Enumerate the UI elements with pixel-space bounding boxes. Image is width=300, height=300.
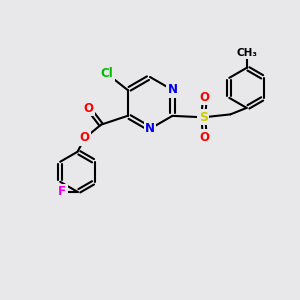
Text: F: F (58, 185, 66, 198)
Text: O: O (200, 91, 210, 104)
Text: O: O (84, 102, 94, 115)
Text: O: O (200, 131, 210, 144)
Text: Cl: Cl (100, 67, 113, 80)
Text: O: O (80, 131, 90, 144)
Text: S: S (199, 111, 208, 124)
Text: N: N (167, 83, 177, 96)
Text: N: N (145, 122, 155, 135)
Text: CH₃: CH₃ (236, 47, 257, 58)
